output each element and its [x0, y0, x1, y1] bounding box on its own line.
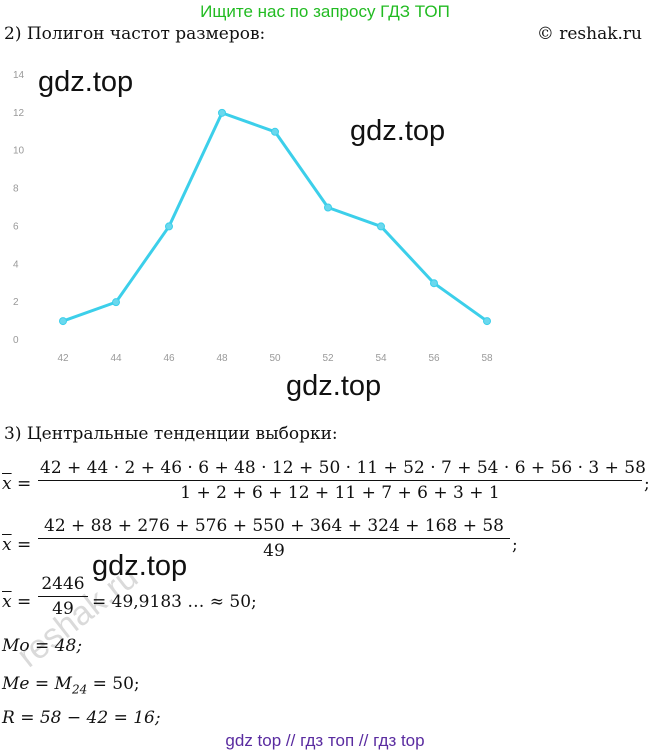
mean1-denominator: 1 + 2 + 6 + 12 + 11 + 7 + 6 + 3 + 1: [180, 483, 500, 503]
x-tick-label: 58: [481, 353, 493, 364]
range-line: R = 58 − 42 = 16;: [2, 708, 161, 728]
semicolon-2: ;: [512, 535, 518, 555]
y-tick-label: 14: [13, 70, 25, 81]
x-tick-label: 48: [216, 353, 228, 364]
mean2-numerator: 42 + 88 + 276 + 576 + 550 + 364 + 324 + …: [44, 516, 504, 536]
data-point: [112, 298, 120, 307]
x-tick-label: 44: [110, 353, 122, 364]
y-tick-label: 8: [13, 184, 19, 195]
watermark-4: gdz.top: [92, 550, 188, 582]
mean-result: = 49,9183 … ≈ 50;: [92, 592, 257, 612]
x-tick-label: 50: [269, 353, 281, 364]
mean-symbol-2: x =: [2, 535, 32, 555]
data-point: [377, 222, 385, 231]
x-tick-label: 52: [322, 353, 334, 364]
semicolon-1: ;: [644, 474, 650, 494]
footer-links[interactable]: gdz top // гдз топ // гдз top: [225, 731, 425, 750]
data-point: [59, 317, 67, 326]
section2-heading: 2) Полигон частот размеров:: [4, 24, 266, 44]
x-tick-label: 46: [163, 353, 175, 364]
x-tick-label: 54: [375, 353, 387, 364]
watermark-2: gdz.top: [350, 115, 446, 147]
watermark-1: gdz.top: [38, 66, 134, 98]
site-credit: © reshak.ru: [536, 24, 642, 44]
mean3-denominator: 49: [52, 599, 74, 619]
data-point: [165, 222, 173, 231]
fraction-bar: [38, 480, 642, 481]
data-point: [483, 317, 491, 326]
mean-fraction-3: 2446 49: [38, 574, 88, 619]
y-tick-label: 12: [13, 108, 25, 119]
data-point: [430, 279, 438, 288]
y-tick-label: 10: [13, 146, 25, 157]
median-line: Me = M24 = 50;: [2, 674, 140, 697]
y-tick-label: 6: [13, 221, 19, 232]
mean-symbol-1: x =: [2, 474, 32, 494]
y-tick-label: 4: [13, 259, 19, 270]
fraction-bar: [38, 538, 510, 539]
fraction-bar: [38, 596, 88, 597]
data-point: [324, 203, 332, 212]
mean1-numerator: 42 + 44 · 2 + 46 · 6 + 48 · 12 + 50 · 11…: [40, 458, 646, 478]
section3-heading: 3) Центральные тенденции выборки:: [4, 424, 338, 444]
x-tick-label: 42: [57, 353, 69, 364]
mode-line: Mo = 48;: [2, 636, 83, 656]
mean-fraction-1: 42 + 44 · 2 + 46 · 6 + 48 · 12 + 50 · 11…: [38, 458, 646, 503]
y-tick-label: 0: [13, 335, 19, 346]
y-tick-label: 2: [13, 297, 19, 308]
mean-symbol-3: x =: [2, 592, 32, 612]
data-point: [218, 108, 226, 117]
mean3-numerator: 2446: [41, 574, 85, 594]
mean-fraction-2: 42 + 88 + 276 + 576 + 550 + 364 + 324 + …: [38, 516, 510, 561]
x-tick-label: 56: [428, 353, 440, 364]
search-banner[interactable]: Ищите нас по запросу ГДЗ ТОП: [200, 2, 450, 21]
mean2-denominator: 49: [263, 541, 285, 561]
watermark-3: gdz.top: [286, 370, 382, 402]
data-point: [271, 127, 279, 136]
